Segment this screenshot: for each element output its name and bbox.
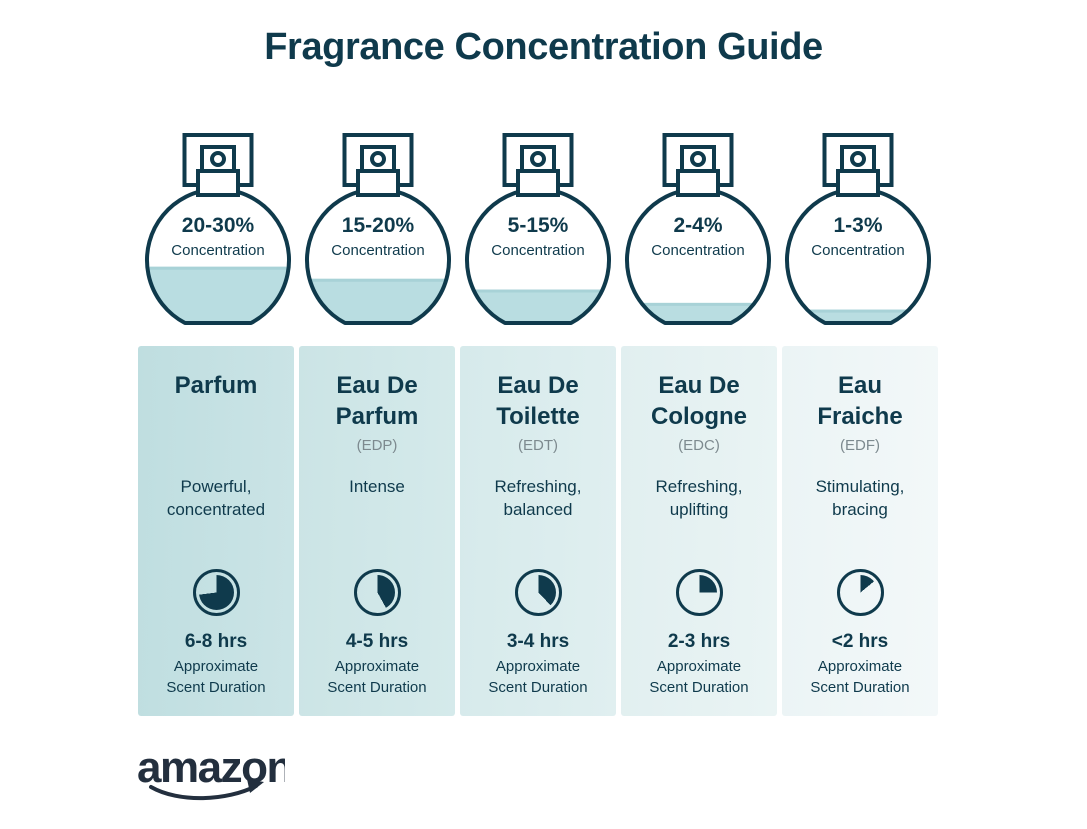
concentration-range: 2-4% [673,214,722,237]
duration-note: Approximate Scent Duration [166,658,266,696]
amazon-smile-arrow [247,779,264,793]
timer-icon [836,568,884,616]
cap-collar [836,169,880,197]
timer-pie [681,574,717,610]
timer-pie [842,574,878,610]
liquid-edge [466,289,609,293]
timer-icon [675,568,723,616]
fragrance-description: Refreshing, balanced [494,477,582,519]
fragrance-description: Stimulating, bracing [815,477,905,519]
duration-note: Approximate Scent Duration [649,658,749,696]
clock-wrap [192,554,240,630]
fragrance-name: Parfum [174,372,258,399]
nozzle-hole-icon [370,151,386,167]
column-parfum: Parfum Powerful, concentrated 6-8 hrs Ap… [138,346,294,716]
cap-collar [196,169,240,197]
nozzle-hole-icon [530,151,546,167]
concentration-label: Concentration [651,242,744,259]
column-eau-de-cologne: Eau De Cologne (EDC) Refreshing, uplifti… [621,346,777,716]
duration-value: 2-3 hrs [667,631,731,652]
timer-pie [198,574,234,610]
duration-value: 3-4 hrs [506,631,570,652]
bottle-body [787,189,929,323]
column-eau-fraiche: Eau Fraiche (EDF) Stimulating, bracing <… [782,346,938,716]
concentration-range: 20-30% [182,214,255,237]
amazon-smile-icon [149,784,258,801]
fragrance-abbr: (EDT) [518,437,558,454]
duration-value: 6-8 hrs [184,631,248,652]
timer-icon [353,568,401,616]
clock-wrap [353,554,401,630]
concentration-label: Concentration [171,242,264,259]
concentration-range: 5-15% [508,214,569,237]
fragrance-description: Refreshing, uplifting [655,477,743,519]
amazon-logo-text: amazon [137,743,285,792]
timer-pie [520,574,556,610]
fragrance-name: Eau De Parfum [335,372,419,430]
clock-wrap [836,554,884,630]
concentration-range: 15-20% [342,214,415,237]
fragrance-abbr: (EDC) [678,437,720,454]
concentration-label: Concentration [331,242,424,259]
column-eau-de-toilette: Eau De Toilette (EDT) Refreshing, balanc… [460,346,616,716]
fragrance-name: Eau Fraiche [817,372,903,430]
duration-note: Approximate Scent Duration [488,658,588,696]
perfume-bottle-icon: 20-30% Concentration [145,133,291,325]
liquid-edge [306,278,449,282]
cap-collar [356,169,400,197]
bottles-row: 20-30% Concentration 15-20% Concentratio… [138,131,938,331]
nozzle-hole-icon [850,151,866,167]
duration-value: <2 hrs [831,631,889,652]
duration-value: 4-5 hrs [345,631,409,652]
perfume-bottle-icon: 2-4% Concentration [625,133,771,325]
fragrance-name: Eau De Cologne [651,372,747,430]
duration-note: Approximate Scent Duration [810,658,910,696]
fragrance-description: Intense [349,477,405,496]
fragrance-description: Powerful, concentrated [166,477,266,519]
fragrance-abbr: (EDF) [840,437,880,454]
clock-wrap [675,554,723,630]
nozzle-hole-icon [690,151,706,167]
liquid-edge [786,309,929,313]
column-eau-de-parfum: Eau De Parfum (EDP) Intense 4-5 hrs Appr… [299,346,455,716]
perfume-bottle-icon: 15-20% Concentration [305,133,451,325]
perfume-bottle-icon: 5-15% Concentration [465,133,611,325]
cap-collar [676,169,720,197]
fragrance-columns: Parfum Powerful, concentrated 6-8 hrs Ap… [138,346,938,716]
perfume-bottle-icon: 1-3% Concentration [785,133,931,325]
clock-wrap [514,554,562,630]
nozzle-hole-icon [210,151,226,167]
timer-icon [192,568,240,616]
duration-note: Approximate Scent Duration [327,658,427,696]
fragrance-abbr: (EDP) [356,437,398,454]
liquid-edge [626,302,769,306]
cap-collar [516,169,560,197]
bottle-body [627,189,769,323]
timer-pie [359,574,395,610]
concentration-label: Concentration [811,242,904,259]
concentration-label: Concentration [491,242,584,259]
amazon-logo-icon: amazon [137,743,293,801]
page-title: Fragrance Concentration Guide [264,26,823,68]
fragrance-name: Eau De Toilette [496,372,580,430]
liquid-fill [626,302,769,323]
amazon-logo: amazon [135,740,293,809]
liquid-edge [146,266,289,270]
concentration-range: 1-3% [833,214,882,237]
timer-icon [514,568,562,616]
liquid-fill [786,309,929,323]
